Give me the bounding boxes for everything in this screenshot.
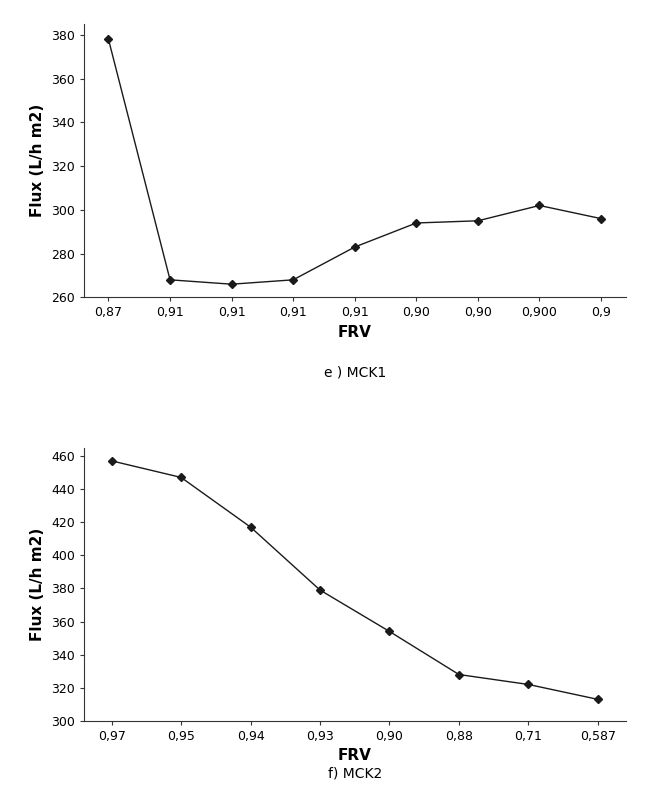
Text: f) MCK2: f) MCK2: [328, 767, 382, 781]
Y-axis label: Flux (L/h m2): Flux (L/h m2): [30, 528, 45, 641]
X-axis label: FRV: FRV: [338, 325, 372, 340]
Y-axis label: Flux (L/h m2): Flux (L/h m2): [30, 104, 45, 217]
X-axis label: FRV: FRV: [338, 748, 372, 763]
Text: e ) MCK1: e ) MCK1: [324, 365, 386, 380]
